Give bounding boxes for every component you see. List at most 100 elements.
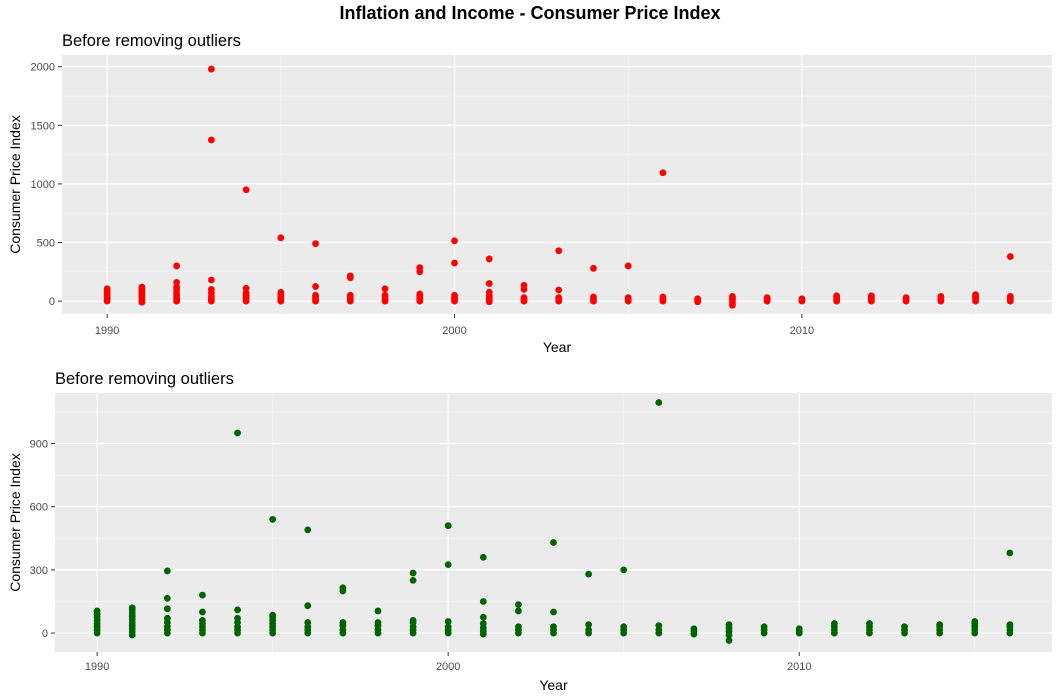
data-point: [312, 291, 319, 299]
y-tick-label: 1500: [31, 120, 55, 132]
data-point: [234, 614, 241, 622]
data-point: [725, 621, 733, 629]
data-point: [416, 264, 424, 272]
data-point: [199, 608, 206, 616]
data-point: [242, 289, 250, 297]
data-point: [620, 623, 628, 631]
main-title: Inflation and Income - Consumer Price In…: [339, 3, 721, 23]
data-point: [795, 625, 803, 633]
data-point: [374, 607, 382, 615]
data-point: [514, 607, 522, 615]
data-point: [1006, 253, 1014, 260]
y-tick-label: 300: [30, 565, 48, 577]
data-point: [451, 291, 458, 299]
data-point: [555, 286, 563, 294]
data-point: [451, 237, 458, 245]
data-point: [830, 620, 838, 627]
data-point: [936, 621, 944, 629]
data-point: [207, 285, 215, 293]
data-point: [972, 291, 979, 299]
data-point: [620, 566, 628, 574]
data-point: [444, 561, 452, 569]
data-point: [173, 278, 181, 286]
x-tick-label: 1990: [95, 325, 119, 337]
data-point: [304, 619, 312, 626]
data-point: [902, 294, 910, 301]
data-point: [550, 608, 557, 616]
data-point: [866, 620, 873, 627]
data-point: [444, 618, 452, 625]
data-point: [550, 623, 557, 631]
y-tick-label: 500: [37, 238, 55, 250]
y-tick-label: 2000: [31, 62, 55, 74]
data-point: [833, 292, 841, 300]
data-point: [312, 240, 319, 248]
data-point: [479, 553, 487, 561]
y-tick-label: 1000: [31, 179, 55, 191]
x-tick-label: 2010: [787, 661, 811, 673]
data-point: [374, 619, 382, 626]
data-point: [444, 522, 452, 530]
data-point: [163, 614, 171, 622]
data-point: [242, 186, 250, 194]
data-point: [304, 602, 312, 610]
data-point: [485, 280, 493, 287]
data-point: [1006, 621, 1014, 629]
data-point: [655, 399, 663, 406]
panel-title: Before removing outliers: [55, 370, 234, 388]
data-point: [690, 625, 698, 633]
data-point: [624, 294, 632, 301]
data-point: [312, 283, 319, 290]
data-point: [207, 136, 215, 144]
data-point: [659, 293, 667, 301]
data-point: [485, 288, 493, 296]
data-point: [867, 292, 875, 300]
x-tick-label: 1990: [85, 661, 109, 673]
data-point: [1006, 549, 1014, 557]
data-point: [479, 620, 487, 627]
data-point: [234, 429, 241, 437]
data-point: [729, 293, 736, 300]
data-point: [655, 622, 663, 630]
panel-title: Before removing outliers: [62, 32, 241, 50]
x-tick-label: 2000: [436, 661, 460, 673]
y-tick-label: 0: [49, 296, 55, 308]
data-point: [304, 526, 312, 534]
data-point: [479, 598, 487, 605]
y-tick-label: 900: [30, 439, 48, 451]
data-point: [514, 623, 522, 631]
data-point: [514, 601, 522, 609]
data-point: [555, 294, 563, 301]
y-axis-title: Consumer Price Index: [7, 115, 23, 254]
data-point: [163, 567, 171, 575]
data-point: [971, 618, 979, 625]
chart-panel-1: 0 500 1000 1500 2000 1990 2000 2010 Before remov…: [7, 32, 1052, 355]
data-point: [339, 619, 347, 626]
data-point: [199, 591, 206, 599]
data-point: [725, 637, 733, 644]
data-point: [520, 281, 528, 289]
data-point: [590, 293, 597, 301]
data-point: [937, 293, 945, 300]
data-point: [520, 294, 528, 301]
data-point: [798, 295, 806, 303]
data-point: [550, 539, 557, 546]
data-point: [277, 234, 285, 242]
y-tick-label: 0: [42, 628, 48, 640]
data-point: [451, 259, 458, 267]
data-point: [901, 623, 908, 631]
x-axis-title: Year: [539, 677, 568, 693]
data-point: [381, 285, 389, 293]
data-point: [585, 570, 593, 578]
data-point: [585, 626, 593, 634]
data-point: [763, 294, 771, 301]
data-point: [93, 607, 101, 615]
data-point: [207, 65, 215, 73]
data-point: [624, 262, 632, 270]
data-point: [269, 515, 277, 523]
data-point: [585, 621, 593, 629]
data-point: [163, 605, 171, 613]
data-point: [199, 617, 206, 624]
data-point: [103, 285, 111, 293]
